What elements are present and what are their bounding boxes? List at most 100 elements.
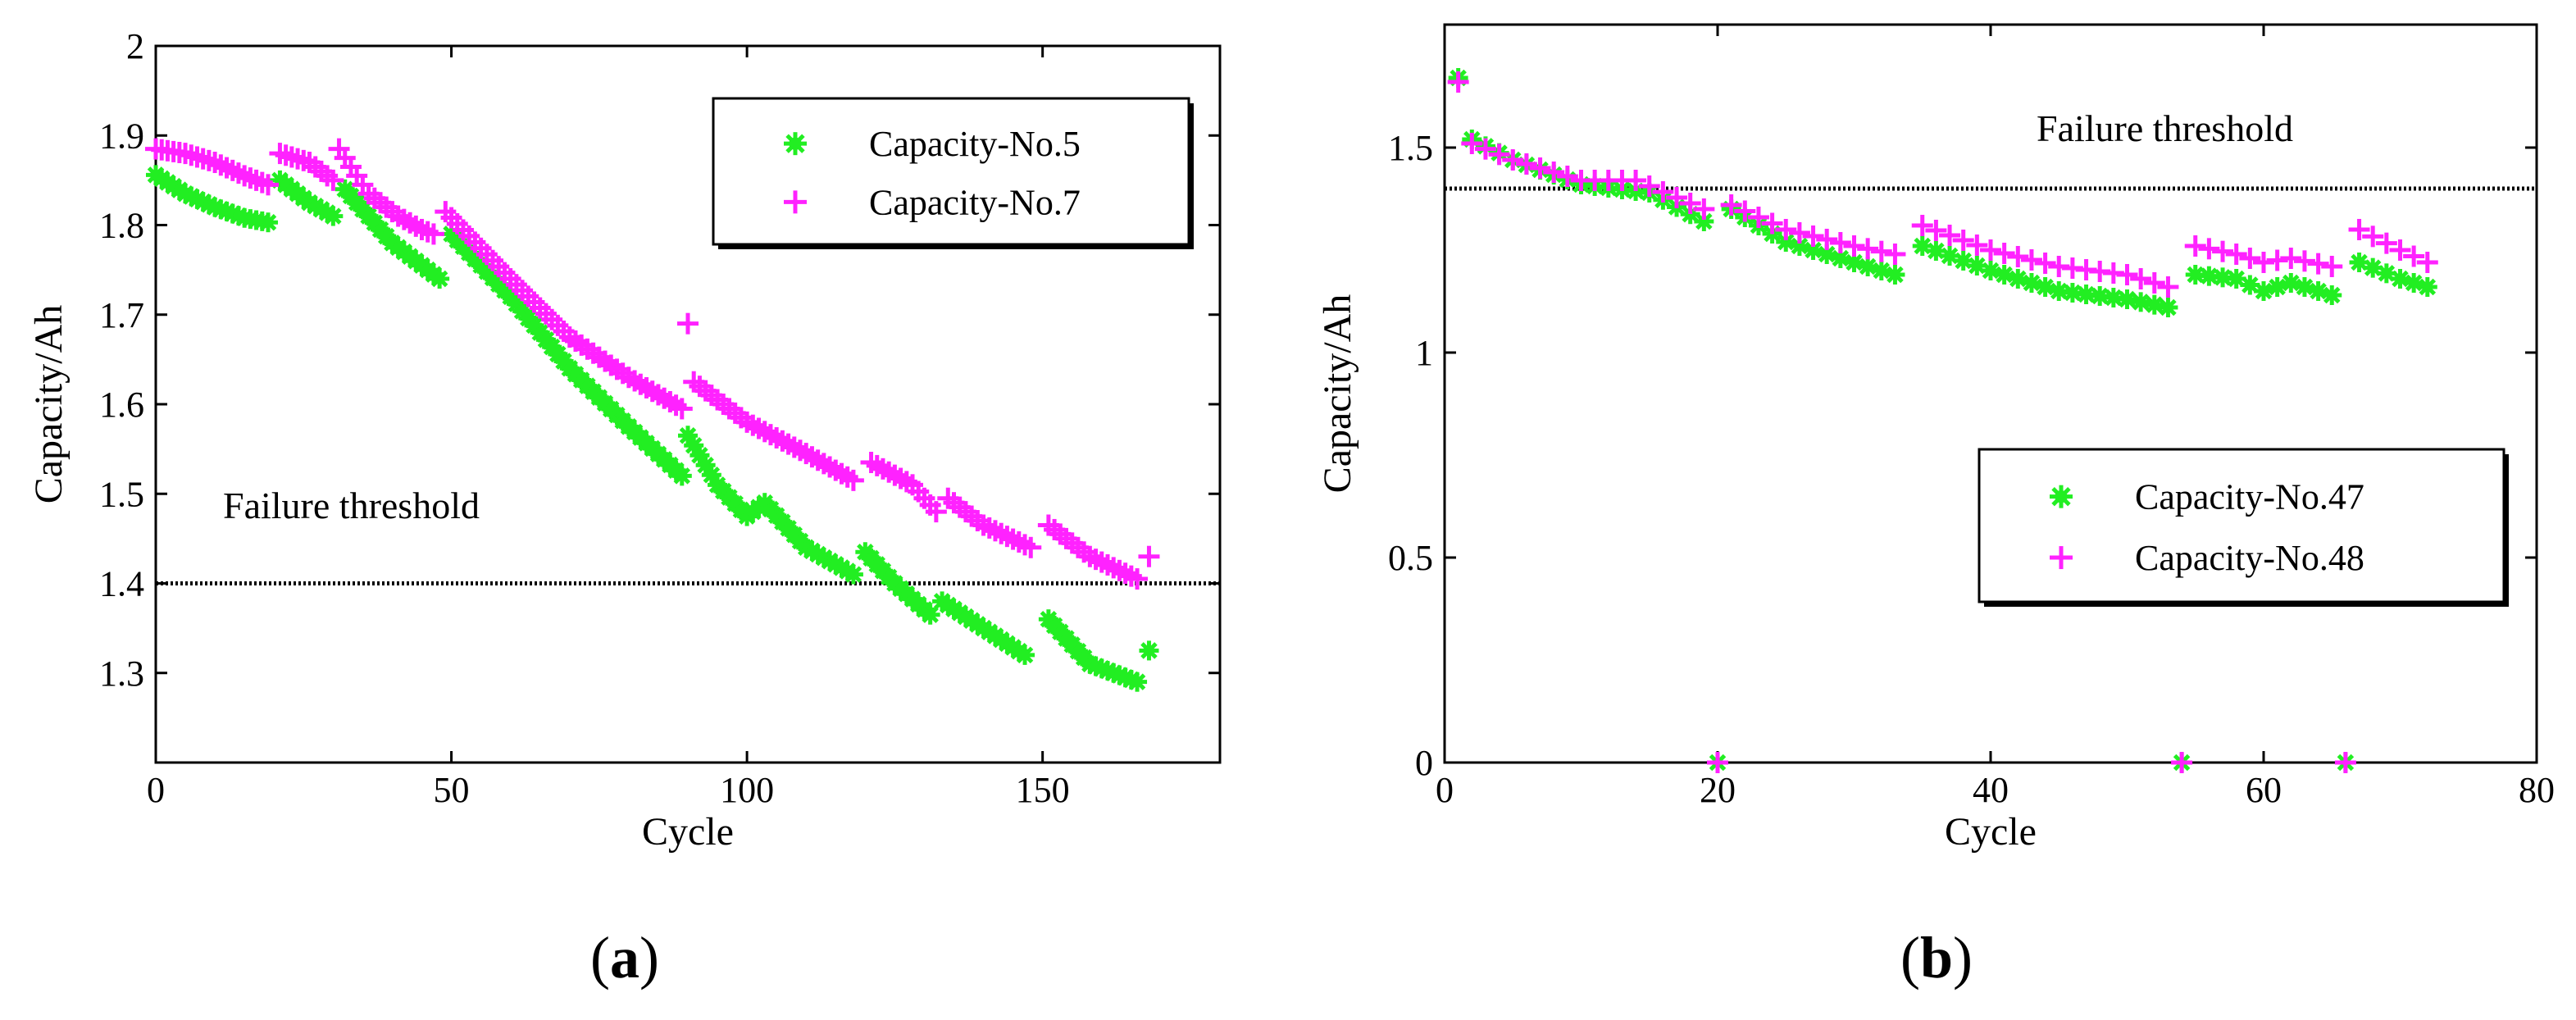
marker-core xyxy=(1971,260,1982,271)
panel-a-chart: 0 50 100 150 1.3 1.4 1.5 1.6 1.7 1.8 1.9 2 Cycle Capa… xyxy=(27,26,1222,990)
y-tick-label: 1.3 xyxy=(99,653,144,694)
data-point xyxy=(2348,219,2370,240)
data-point xyxy=(2130,268,2152,289)
data-point xyxy=(1652,181,1674,203)
data-point xyxy=(2171,752,2193,773)
x-tick-label: 100 xyxy=(720,770,774,810)
y-axis-label: Capacity/Ah xyxy=(1316,294,1359,494)
data-point xyxy=(2280,248,2302,269)
data-point xyxy=(1993,243,2015,264)
data-point xyxy=(1679,193,1701,214)
marker-core xyxy=(1930,245,1941,257)
marker-core xyxy=(2367,262,2378,274)
marker-core xyxy=(1821,248,1832,260)
data-point xyxy=(1911,215,1933,236)
marker-core xyxy=(2080,289,2092,300)
data-point xyxy=(2322,285,2342,305)
data-point xyxy=(2184,235,2206,257)
marker-core xyxy=(2353,257,2365,268)
x-tick-label: 20 xyxy=(1700,770,1736,810)
x-tick-label: 150 xyxy=(1016,770,1070,810)
marker-core xyxy=(682,430,694,441)
data-point xyxy=(1761,212,1783,235)
marker-core xyxy=(2135,296,2146,307)
legend: Capacity-No.47 Capacity-No.48 xyxy=(1978,448,2509,607)
data-point xyxy=(257,174,280,196)
data-point xyxy=(2321,256,2343,277)
marker-core xyxy=(1999,269,2010,280)
legend: Capacity-No.5 Capacity-No.7 xyxy=(712,97,1194,249)
data-point xyxy=(2225,244,2247,265)
legend-entry-label: Capacity-No.5 xyxy=(869,124,1081,164)
y-tick-label: 1.8 xyxy=(99,206,144,246)
legend-box xyxy=(712,97,1190,246)
marker-core xyxy=(848,568,859,581)
data-point xyxy=(1747,207,1769,228)
marker-core xyxy=(2244,279,2255,291)
x-tick-label: 80 xyxy=(2519,770,2555,810)
panel-label-letter: b xyxy=(1920,925,1953,990)
panel-label-close: ) xyxy=(639,925,659,990)
marker-core xyxy=(2121,294,2133,305)
marker-core xyxy=(1685,208,1696,220)
plot-frame xyxy=(1443,23,2538,764)
marker-core xyxy=(1944,250,1955,262)
y-tick-label: 0.5 xyxy=(1388,538,1433,578)
panel-label-open: ( xyxy=(1900,925,1920,990)
panel-label-close: ) xyxy=(1953,925,1973,990)
marker-core xyxy=(1143,644,1155,657)
data-point xyxy=(1981,261,2000,280)
y-tick-label: 1.7 xyxy=(99,295,144,335)
data-point xyxy=(430,269,450,289)
data-point xyxy=(920,604,940,625)
data-point xyxy=(1625,170,1647,191)
data-point xyxy=(2239,248,2261,269)
data-point xyxy=(1556,166,1578,187)
marker-core xyxy=(694,449,706,461)
marker-core xyxy=(2067,287,2078,298)
marker-core xyxy=(262,216,274,228)
marker-core xyxy=(1019,649,1031,661)
x-tick-label: 60 xyxy=(2246,770,2282,810)
data-point xyxy=(1802,225,1824,247)
legend-marker xyxy=(784,190,807,214)
data-point xyxy=(925,501,947,523)
marker-core xyxy=(2285,277,2296,289)
x-axis-label: Cycle xyxy=(1945,810,2037,854)
data-point xyxy=(1980,239,2001,261)
data-point xyxy=(1829,232,1851,253)
data-point xyxy=(1693,198,1715,220)
failure-threshold-label: Failure threshold xyxy=(2037,107,2293,149)
legend-entry-label: Capacity-No.7 xyxy=(869,182,1081,222)
marker-core xyxy=(327,210,339,222)
data-point xyxy=(2389,239,2411,261)
marker-core xyxy=(1835,253,1846,264)
data-point xyxy=(1707,752,1728,773)
marker-core xyxy=(2394,273,2406,285)
data-point xyxy=(1966,235,1988,256)
data-point xyxy=(2390,269,2410,289)
data-point xyxy=(1529,157,1551,179)
y-tick-label: 1.5 xyxy=(99,474,144,514)
data-point xyxy=(2403,245,2425,267)
marker-core xyxy=(1985,265,1996,276)
marker-core xyxy=(2203,271,2214,282)
data-point xyxy=(1817,244,1837,264)
marker-core xyxy=(1889,269,1901,280)
data-point xyxy=(1925,220,1947,241)
data-point xyxy=(671,466,692,486)
data-point xyxy=(323,206,344,226)
marker-core xyxy=(2408,277,2419,289)
marker-core xyxy=(1698,216,1709,227)
marker-core xyxy=(1958,255,1969,266)
marker-core xyxy=(2272,281,2283,293)
data-point xyxy=(1127,672,1148,692)
data-point xyxy=(1474,138,1496,160)
marker-core xyxy=(2231,273,2242,285)
data-point xyxy=(2362,225,2384,248)
data-point xyxy=(1126,568,1149,590)
data-point xyxy=(671,398,693,420)
legend-entry-label: Capacity-No.47 xyxy=(2135,477,2364,517)
data-point xyxy=(1843,235,1865,257)
data-point xyxy=(843,564,863,585)
